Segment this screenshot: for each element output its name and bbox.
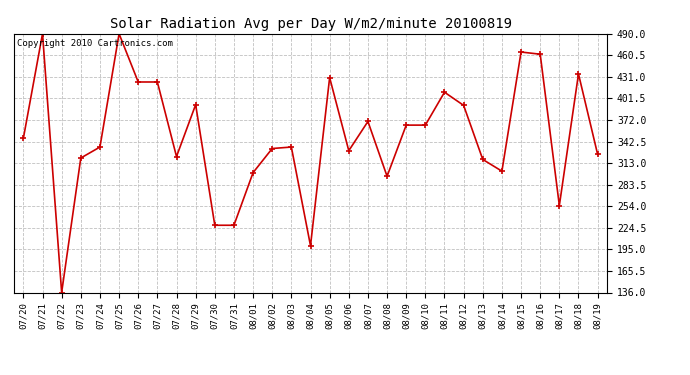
Title: Solar Radiation Avg per Day W/m2/minute 20100819: Solar Radiation Avg per Day W/m2/minute … <box>110 17 511 31</box>
Text: Copyright 2010 Cartronics.com: Copyright 2010 Cartronics.com <box>17 39 172 48</box>
